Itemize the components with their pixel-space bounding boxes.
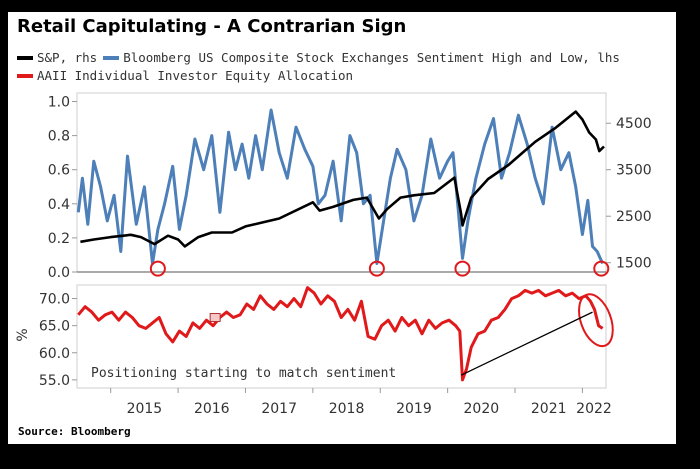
bottom-left-tick-label: 65.0	[39, 319, 70, 335]
top-left-tick-label: 1.0	[48, 95, 70, 111]
x-tick-label: 2017	[261, 401, 297, 417]
bottom-left-tick-label: 60.0	[39, 346, 70, 362]
legend-label-aaii: AAII Individual Investor Equity Allocati…	[37, 68, 354, 83]
sp-series-line	[80, 110, 605, 248]
bottom-panel-frame	[76, 284, 607, 389]
top-left-tick-label: 0.8	[48, 129, 70, 145]
legend-swatch-sp	[17, 55, 33, 60]
legend-swatch-aaii	[17, 73, 33, 78]
top-left-tick-label: 0.6	[48, 163, 70, 179]
x-tick-label: 2021	[531, 401, 567, 417]
annotation-text: Positioning starting to match sentiment	[91, 366, 396, 381]
chart-title: Retail Capitulating - A Contrarian Sign	[17, 16, 407, 37]
bottom-y-axis-label: %	[15, 328, 31, 341]
legend-label-sp: S&P, rhs	[37, 50, 98, 65]
x-tick-label: 2015	[127, 401, 163, 417]
top-left-tick-label: 0.4	[48, 197, 70, 213]
x-tick-label: 2022	[576, 401, 612, 417]
top-right-tick-label: 4500	[616, 116, 652, 132]
sentiment-low-circle	[368, 260, 385, 277]
top-left-tick-label: 0.0	[48, 265, 70, 281]
legend-row-2: AAII Individual Investor Equity Allocati…	[17, 68, 353, 83]
legend-label-sentiment: Bloomberg US Composite Stock Exchanges S…	[123, 50, 620, 65]
top-right-tick-label: 1500	[616, 256, 652, 272]
x-tick-label: 2016	[194, 401, 230, 417]
bottom-left-tick-label: 70.0	[39, 292, 70, 308]
annotation-leader-line	[460, 311, 593, 376]
aaii-series-line	[77, 286, 604, 382]
sentiment-low-circle	[454, 260, 471, 277]
sentiment-low-circle	[149, 260, 166, 277]
top-right-tick-label: 2500	[616, 209, 652, 225]
legend-row-1: S&P, rhs Bloomberg US Composite Stock Ex…	[17, 50, 620, 65]
recent-drop-ellipse	[578, 293, 614, 348]
top-right-tick-label: 3500	[616, 163, 652, 179]
sentiment-series-line	[76, 108, 604, 265]
legend-swatch-sentiment	[103, 55, 120, 60]
top-left-tick-label: 0.2	[48, 231, 70, 247]
sentiment-low-circle	[593, 260, 610, 277]
x-tick-label: 2018	[329, 401, 365, 417]
x-tick-label: 2019	[396, 401, 432, 417]
highlight-square-marker	[209, 313, 221, 323]
source-note: Source: Bloomberg	[18, 425, 131, 438]
x-tick-label: 2020	[464, 401, 500, 417]
bottom-left-tick-label: 55.0	[39, 373, 70, 389]
